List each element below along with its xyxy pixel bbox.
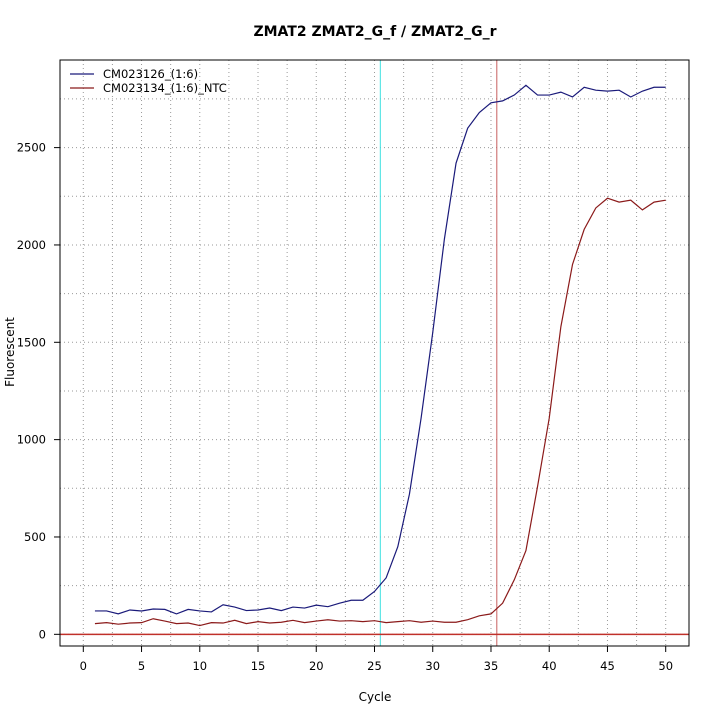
x-tick-label: 0 (80, 659, 87, 673)
marker-lines (379, 60, 498, 646)
x-tick-label: 25 (367, 659, 382, 673)
y-tick-label: 2000 (17, 238, 46, 252)
y-tick-label: 500 (24, 530, 46, 544)
legend-label: CM023126_(1:6) (103, 67, 198, 81)
y-tick-label: 2500 (17, 141, 46, 155)
x-tick-label: 40 (542, 659, 557, 673)
legend: CM023126_(1:6)CM023134_(1:6)_NTC (70, 67, 227, 95)
plot-frame (59, 59, 690, 647)
legend-label: CM023134_(1:6)_NTC (103, 81, 227, 95)
x-tick-label: 10 (192, 659, 207, 673)
chart-title: ZMAT2 ZMAT2_G_f / ZMAT2_G_r (253, 24, 496, 40)
series-line-2 (94, 197, 666, 627)
grid-lines (60, 60, 689, 646)
x-axis-label: Cycle (359, 690, 392, 704)
y-tick-label: 1500 (17, 335, 46, 349)
series-lines (94, 84, 666, 627)
x-tick-label: 50 (658, 659, 673, 673)
x-axis: 0 5 10 15 20 25 30 35 40 45 50 (80, 646, 673, 673)
y-tick-label: 1000 (17, 433, 46, 447)
series-line-1 (94, 84, 666, 615)
y-axis-label: Fluorescent (3, 317, 17, 387)
y-tick-label: 0 (39, 627, 46, 641)
x-tick-label: 20 (309, 659, 324, 673)
x-tick-label: 35 (484, 659, 499, 673)
x-tick-label: 30 (425, 659, 440, 673)
y-axis: 0 500 1000 1500 2000 2500 (17, 141, 60, 641)
x-tick-label: 45 (600, 659, 615, 673)
x-tick-label: 5 (138, 659, 145, 673)
x-tick-label: 15 (251, 659, 266, 673)
